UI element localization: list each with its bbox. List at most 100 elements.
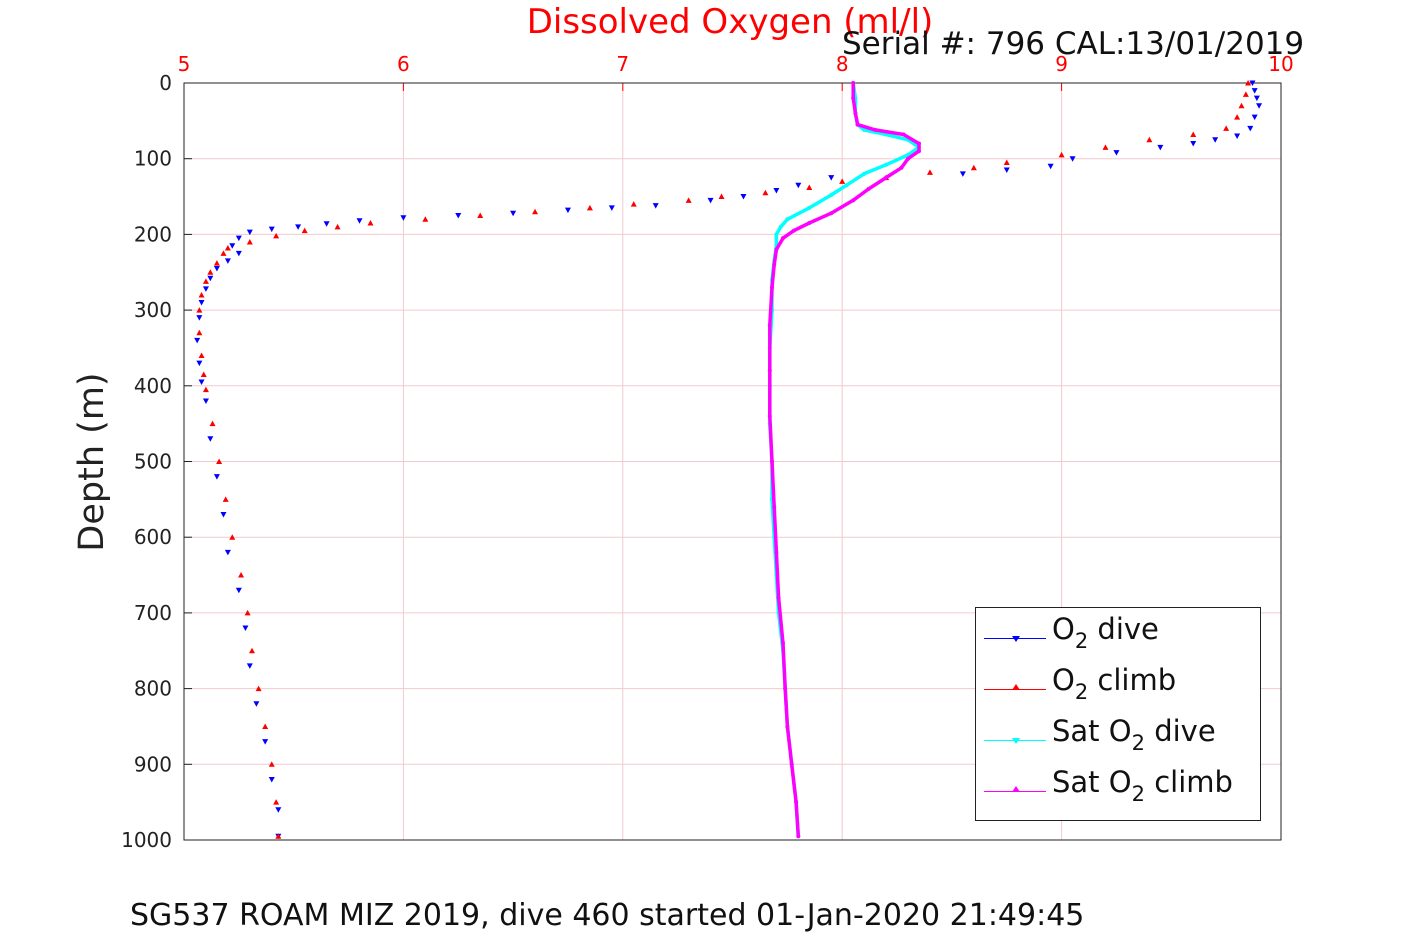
data-point: [806, 184, 813, 190]
data-point: [253, 701, 260, 707]
data-point: [873, 127, 878, 132]
series-sat-o2-dive: [767, 81, 921, 839]
data-point: [273, 232, 280, 239]
data-point: [246, 229, 253, 236]
data-point: [1251, 88, 1258, 94]
data-point: [807, 205, 812, 210]
data-point: [295, 224, 302, 230]
data-point: [839, 178, 846, 184]
x-tick-labels: 5 6 7 8 9 10: [178, 52, 1294, 76]
data-point: [1069, 156, 1076, 162]
data-point: [773, 187, 780, 194]
data-point: [862, 171, 867, 176]
data-point: [422, 216, 429, 222]
serial-calibration-label: Serial #: 796 CAL:13/01/2019: [842, 26, 1305, 62]
data-point: [202, 386, 209, 393]
data-point: [1223, 125, 1230, 131]
data-point: [198, 291, 205, 298]
data-point: [207, 269, 214, 275]
data-point: [455, 212, 462, 219]
legend: O2 dive O2 climb Sat O2 dive Sat O2 clim…: [975, 607, 1261, 821]
legend-label: O2 dive: [1052, 612, 1159, 653]
legend-entry-o2-dive: O2 dive: [976, 608, 1260, 660]
data-point: [216, 458, 223, 464]
data-point: [242, 625, 249, 632]
data-point: [1212, 137, 1219, 143]
data-point: [1102, 144, 1109, 150]
data-point: [916, 149, 921, 154]
data-point: [1003, 167, 1010, 174]
data-point: [334, 223, 341, 230]
data-point: [209, 420, 216, 427]
data-point: [829, 211, 834, 216]
data-point: [1190, 131, 1197, 137]
triangle-down-marker-icon: [1012, 636, 1020, 642]
dive-caption: SG537 ROAM MIZ 2019, dive 460 started 01…: [130, 898, 1085, 933]
data-point: [772, 504, 777, 509]
triangle-down-marker-icon: [1012, 738, 1020, 744]
data-point: [780, 641, 785, 646]
data-point: [477, 212, 484, 218]
data-point: [510, 210, 517, 217]
series-o2-dive: [194, 80, 1263, 840]
data-point: [884, 175, 889, 180]
data-point: [916, 141, 921, 146]
data-point: [198, 352, 205, 359]
data-point: [778, 224, 783, 229]
data-point: [685, 197, 692, 203]
y-tick-label: 200: [134, 222, 172, 246]
data-point: [1238, 102, 1245, 109]
x-tick-label: 5: [178, 52, 191, 76]
y-tick-label: 0: [159, 71, 172, 95]
data-point: [196, 307, 203, 313]
series-line: [768, 82, 921, 837]
legend-entry-sat-o2-climb: Sat O2 climb: [976, 761, 1260, 813]
data-point: [866, 186, 871, 191]
data-point: [789, 762, 794, 767]
data-point: [844, 183, 849, 188]
x-tick-label: 9: [1055, 52, 1068, 76]
data-point: [1113, 150, 1120, 156]
data-point: [200, 371, 207, 377]
data-point: [202, 278, 209, 284]
data-point: [262, 739, 269, 745]
y-tick-label: 1000: [121, 828, 172, 852]
data-point: [275, 833, 282, 839]
series-line: [768, 83, 921, 837]
data-point: [1242, 91, 1249, 97]
data-point: [783, 686, 788, 691]
data-point: [268, 761, 275, 767]
data-point: [785, 217, 790, 222]
legend-label: Sat O2 dive: [1052, 714, 1216, 755]
data-point: [229, 534, 236, 540]
data-point: [246, 238, 253, 245]
data-point: [785, 724, 790, 729]
x-tick-label: 10: [1268, 52, 1293, 76]
data-point: [853, 111, 858, 116]
legend-label: O2 climb: [1052, 663, 1177, 704]
data-point: [323, 221, 330, 227]
y-tick-label: 100: [134, 147, 172, 171]
data-point: [796, 834, 801, 839]
data-point: [202, 398, 209, 404]
data-point: [356, 218, 363, 224]
data-point: [213, 260, 220, 266]
y-tick-label: 800: [134, 677, 172, 701]
data-point: [906, 156, 911, 161]
y-tick-label: 700: [134, 601, 172, 625]
y-tick-label: 900: [134, 752, 172, 776]
data-point: [959, 171, 966, 177]
series-layer: [194, 80, 1263, 840]
data-point: [780, 236, 785, 241]
data-point: [767, 323, 772, 328]
data-point: [1245, 80, 1252, 86]
data-point: [222, 496, 229, 502]
data-point: [1003, 159, 1010, 165]
data-point: [901, 132, 906, 137]
data-point: [774, 232, 779, 237]
data-point: [198, 300, 205, 306]
data-point: [275, 807, 282, 813]
data-point: [769, 285, 774, 290]
data-point: [707, 197, 714, 204]
data-point: [767, 414, 772, 419]
